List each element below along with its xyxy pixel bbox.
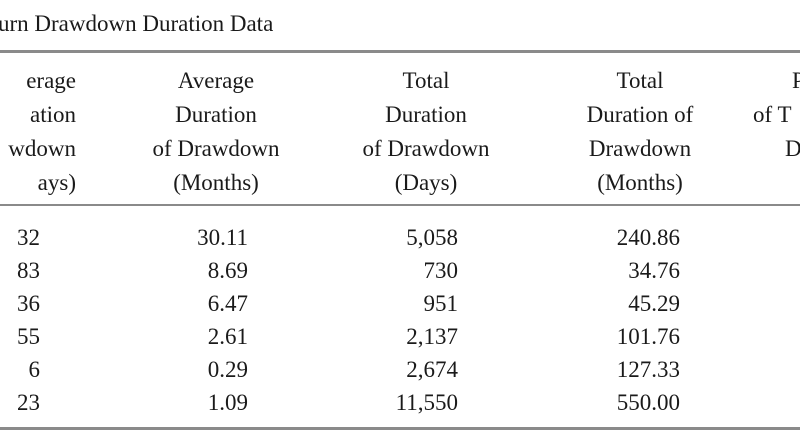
header-line: erage [26,68,76,93]
table-cell: 5,058 [406,225,458,250]
table-cell: 730 [423,258,459,283]
top-rule [0,50,800,53]
header-line: of Drawdown [152,136,280,161]
header-percent-of-total: P of T D [750,64,800,166]
header-line: (Months) [173,170,259,195]
header-line: wdown [8,136,76,161]
table-cell: 2.61 [207,324,248,349]
table-cell: 550.00 [616,390,680,415]
header-line: Total [402,68,450,93]
header-line: of Drawdown [362,136,490,161]
header-total-duration-days: Total Duration of Drawdown (Days) [346,64,506,200]
table-cell: 101.76 [616,324,680,349]
table-cell: 8.69 [207,258,248,283]
header-line: P [792,68,800,93]
table-cell: 6.47 [207,291,248,316]
header-avg-duration-months: Average Duration of Drawdown (Months) [136,64,296,200]
table-cell: 951 [423,291,459,316]
header-line: Total [616,68,664,93]
table-cell: 6 [28,357,41,382]
table-cell: 55 [17,324,40,349]
header-rule [0,204,800,206]
table-cell: 23 [17,390,40,415]
header-avg-duration-days: erage ation wdown ays) [0,64,76,200]
table-cell: 240.86 [616,225,680,250]
table-cell: 2,137 [406,324,458,349]
header-line: ation [30,102,76,127]
header-line: ays) [37,170,76,195]
header-line: Average [177,68,255,93]
column-total-duration-days: 5,058 730 951 2,137 2,674 11,550 [360,221,458,419]
header-line: Duration [175,102,257,127]
column-avg-duration-months: 30.11 8.69 6.47 2.61 0.29 1.09 [150,221,248,419]
table-cell: 11,550 [395,390,458,415]
header-line: (Days) [394,170,458,195]
header-line: D [785,136,800,161]
column-total-duration-months: 240.86 34.76 45.29 101.76 127.33 550.00 [580,221,680,419]
header-line: Duration of [586,102,694,127]
header-total-duration-months: Total Duration of Drawdown (Months) [560,64,720,200]
table-cell: 32 [17,225,40,250]
bottom-rule [0,427,800,430]
table-cell: 45.29 [628,291,680,316]
column-avg-duration-days: 32 83 36 55 6 23 [0,221,40,419]
table-cell: 34.76 [628,258,680,283]
table-cell: 2,674 [406,357,458,382]
table-cell: 1.09 [207,390,248,415]
table-cell: 0.29 [207,357,248,382]
table-title: urn Drawdown Duration Data [0,11,274,36]
table-cell: 127.33 [616,357,680,382]
header-line: Duration [385,102,467,127]
header-line: (Months) [597,170,683,195]
table-cell: 36 [17,291,40,316]
table-cell: 30.11 [197,225,248,250]
header-line: Drawdown [588,136,692,161]
table-cell: 83 [17,258,40,283]
header-line: of T [753,102,792,127]
